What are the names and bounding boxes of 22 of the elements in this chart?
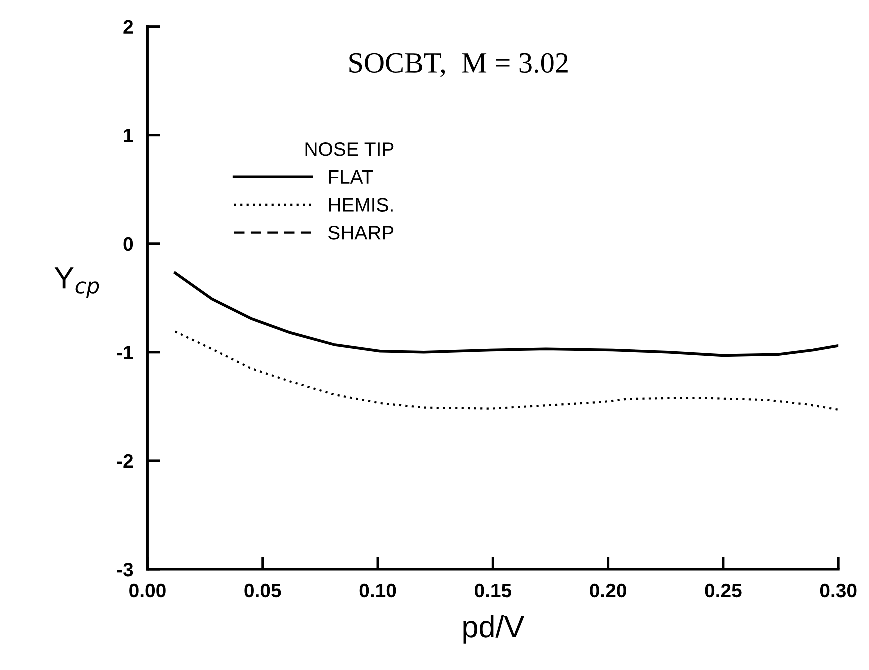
x-tick-label: 0.30	[820, 584, 857, 598]
text: SOCBT, M = 3.02	[350, 53, 568, 78]
legend-label: HEMIS.	[329, 198, 393, 212]
y-tick-label: 0	[124, 237, 134, 252]
x-tick-label: 0.15	[475, 584, 512, 598]
legend-label: FLAT	[329, 170, 374, 184]
y-tick-label: -3	[117, 562, 134, 577]
x-tick-label: 0.25	[705, 584, 742, 598]
x-tick-label: 0.05	[244, 584, 282, 598]
legend-title: NOSE TIP	[306, 142, 394, 156]
x-tick-label: 0.00	[130, 584, 166, 598]
x-tick-label: 0.10	[360, 584, 396, 598]
legend-label: SHARP	[328, 226, 394, 240]
y-tick-label: 1	[124, 129, 134, 142]
x-axis-title: pd/V	[464, 615, 524, 644]
line-series	[174, 272, 839, 358]
y-tick-label: 2	[124, 20, 134, 34]
y-tick-label: -1	[117, 346, 134, 360]
y-axis-title: Y$_{cp}$	[54, 268, 100, 298]
line-series	[174, 330, 839, 411]
x-tick-label: 0.20	[590, 584, 626, 598]
y-tick-label: -2	[117, 454, 134, 468]
